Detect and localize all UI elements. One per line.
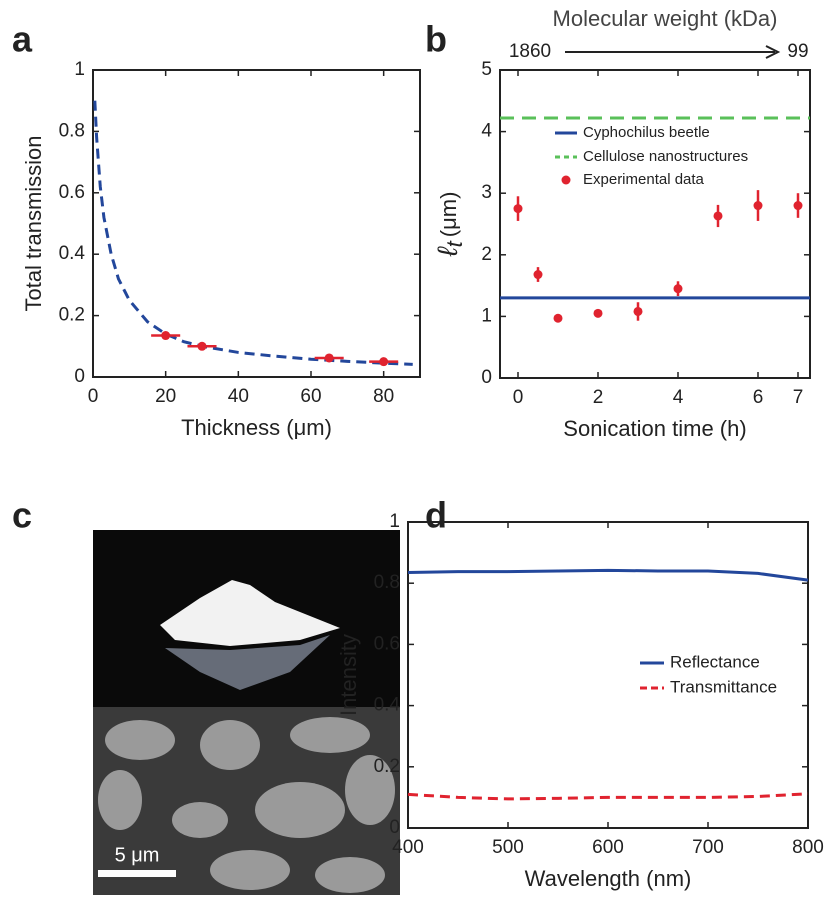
- x-tick-label: 0: [88, 386, 99, 407]
- y-tick-label: 3: [481, 182, 492, 203]
- x-tick-label: 2: [593, 387, 604, 408]
- y-tick-label: 0.4: [374, 695, 401, 716]
- y-tick-label: 0.6: [59, 182, 85, 203]
- data-point: [379, 357, 389, 367]
- panel-label: d: [425, 495, 447, 536]
- data-point: [673, 284, 683, 294]
- y-tick-label: 4: [481, 121, 492, 142]
- x-tick-label: 7: [793, 387, 804, 408]
- data-point: [753, 201, 763, 211]
- x-tick-label: 700: [692, 837, 724, 858]
- y-tick-label: 0.6: [374, 633, 400, 654]
- x-tick-label: 6: [753, 387, 764, 408]
- y-tick-label: 0: [481, 367, 492, 388]
- data-point: [197, 341, 207, 351]
- photo-panel: 5 μm: [93, 530, 400, 895]
- y-tick-label: 5: [481, 59, 492, 80]
- data-point: [793, 201, 803, 211]
- y-tick-label: 0.8: [374, 572, 400, 593]
- x-tick-label: 500: [492, 837, 524, 858]
- x-axis-label: Sonication time (h): [563, 416, 746, 441]
- data-point: [713, 211, 723, 221]
- y-axis-label: ℓt (μm): [432, 192, 466, 258]
- series-line: [407, 792, 809, 801]
- x-tick-label: 60: [300, 386, 321, 407]
- panel-label: c: [12, 495, 32, 536]
- legend-label: Cyphochilus beetle: [583, 124, 710, 141]
- legend-label: Transmittance: [670, 677, 777, 696]
- y-axis-label: Intensity: [336, 634, 361, 716]
- top-axis-end: 99: [787, 41, 808, 62]
- sem-texture: [98, 717, 395, 893]
- top-axis-arrowhead: [765, 45, 781, 59]
- y-label-subscript: t: [442, 240, 467, 247]
- scale-bar: [98, 870, 176, 877]
- scale-bar-label: 5 μm: [115, 844, 160, 866]
- series-line: [407, 568, 809, 582]
- x-tick-label: 4: [673, 387, 684, 408]
- y-axis-label: Total transmission: [21, 135, 46, 311]
- y-tick-label: 0.8: [59, 120, 85, 141]
- data-point: [161, 331, 171, 341]
- x-tick-label: 400: [392, 837, 424, 858]
- axes-frame: [407, 521, 809, 829]
- legend-label: Cellulose nanostructures: [583, 148, 748, 165]
- fit-line: [93, 100, 413, 366]
- reflection: [165, 635, 330, 690]
- x-axis-label: Wavelength (nm): [525, 866, 692, 891]
- y-tick-label: 2: [481, 244, 492, 265]
- top-axis-label: Molecular weight (kDa): [553, 6, 778, 31]
- data-point: [633, 306, 643, 316]
- top-axis-start: 1860: [509, 41, 551, 62]
- data-point: [513, 204, 523, 214]
- x-tick-label: 40: [228, 386, 249, 407]
- y-tick-label: 0: [389, 817, 400, 838]
- powder: [160, 580, 340, 646]
- x-axis-label: Thickness (μm): [181, 415, 332, 440]
- y-label-symbol: ℓ: [432, 245, 463, 257]
- x-tick-label: 20: [155, 386, 176, 407]
- data-point: [533, 270, 543, 280]
- y-tick-label: 0.2: [59, 305, 85, 326]
- x-tick-label: 0: [513, 387, 524, 408]
- y-tick-label: 1: [389, 511, 400, 532]
- axes-frame: [499, 69, 811, 379]
- legend-label: Reflectance: [670, 652, 760, 671]
- data-point: [324, 353, 334, 363]
- panel-label: b: [425, 19, 447, 60]
- y-tick-label: 0.4: [59, 243, 86, 264]
- panel-label: a: [12, 19, 33, 60]
- x-tick-label: 800: [792, 837, 824, 858]
- y-tick-label: 1: [481, 305, 492, 326]
- y-tick-label: 0: [74, 366, 85, 387]
- y-label-unit: (μm): [436, 192, 461, 238]
- x-tick-label: 80: [373, 386, 394, 407]
- y-tick-label: 0.2: [374, 756, 400, 777]
- legend-swatch: [561, 175, 571, 185]
- data-point: [553, 313, 563, 323]
- data-point: [593, 308, 603, 318]
- legend-label: Experimental data: [583, 171, 705, 188]
- y-tick-label: 1: [74, 59, 85, 80]
- x-tick-label: 600: [592, 837, 624, 858]
- axes-frame: [92, 69, 421, 378]
